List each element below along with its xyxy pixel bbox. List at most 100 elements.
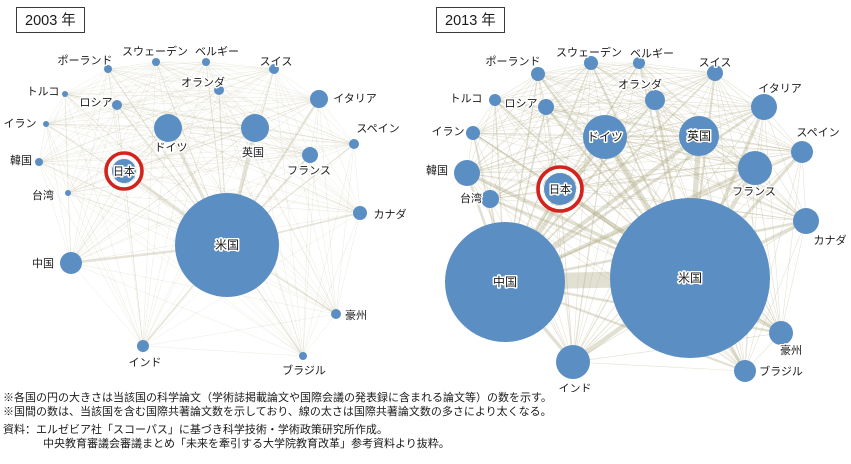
network-edge <box>45 123 169 129</box>
label-russia: ロシア <box>505 98 538 110</box>
node-canada <box>793 208 819 234</box>
network-edge <box>45 123 355 145</box>
network-edge <box>638 62 807 222</box>
network-edge <box>559 72 716 190</box>
network-edge <box>489 99 656 200</box>
label-india: インド <box>559 383 592 392</box>
network-edge <box>273 68 337 315</box>
network-edge <box>45 123 311 156</box>
node-iran <box>466 126 480 140</box>
network-edge <box>353 143 361 214</box>
network-edge <box>107 68 337 315</box>
network-edge <box>309 154 337 315</box>
network-edge <box>537 72 716 75</box>
node-brazil <box>299 352 307 360</box>
label-germany: ドイツ <box>155 142 188 154</box>
network-edge <box>67 61 157 194</box>
network-edge <box>205 61 311 156</box>
network-edge <box>142 61 157 347</box>
network-edge <box>472 73 539 134</box>
network-edge <box>205 61 220 91</box>
network-edge <box>67 104 118 194</box>
panel-title-2003: 2003 年 <box>16 7 85 33</box>
node-germany <box>154 114 182 142</box>
network-edge <box>38 161 361 214</box>
network-edge <box>472 99 656 134</box>
network-edge <box>116 104 144 347</box>
network-edge <box>302 98 320 357</box>
network-edge <box>654 99 803 153</box>
network-edge <box>763 106 782 334</box>
network-edge <box>489 99 496 200</box>
label-iran: イラン <box>432 126 465 138</box>
label-brazil: ブラジル <box>282 363 326 377</box>
network-edge <box>472 132 807 222</box>
network-edge <box>167 127 361 214</box>
network-edge <box>309 154 361 214</box>
network-edge <box>254 127 304 357</box>
network-edge <box>273 68 311 156</box>
node-france <box>738 151 772 185</box>
network-edge <box>38 93 66 163</box>
network-edge <box>67 68 109 194</box>
network-edge <box>38 154 311 163</box>
network-edge <box>155 61 311 156</box>
network-edge <box>205 61 361 214</box>
network-edge <box>167 98 320 129</box>
network-edge <box>70 89 220 264</box>
node-sweden <box>584 56 598 70</box>
network-edge <box>309 98 320 156</box>
network-edge <box>472 132 803 153</box>
node-spain <box>791 141 813 163</box>
network-edge <box>70 127 169 264</box>
network-edge <box>64 61 207 95</box>
network-edge <box>335 212 361 315</box>
highlight-gap-ring <box>107 154 141 188</box>
node-russia <box>112 100 122 110</box>
network-edge <box>70 98 320 264</box>
network-edge <box>302 143 355 357</box>
network-edge <box>155 61 220 91</box>
network-edge <box>70 68 275 264</box>
network-edge <box>142 345 304 357</box>
network-edge <box>123 68 275 172</box>
label-sweden: スウェーデン <box>556 45 622 59</box>
node-belgium <box>202 58 210 66</box>
network-edge <box>273 68 355 145</box>
network-edge <box>494 99 547 108</box>
label-france: フランス <box>732 186 776 198</box>
network-edge <box>472 106 547 134</box>
label-netherlands: オランダ <box>618 77 662 91</box>
network-edge <box>142 313 337 347</box>
network-edge <box>205 61 337 315</box>
network-edge <box>38 161 304 357</box>
network-edge <box>123 170 361 214</box>
network-edge <box>466 99 496 174</box>
label-belgium: ベルギー <box>195 45 239 58</box>
network-edge <box>155 61 256 129</box>
network-edge <box>318 98 337 315</box>
network-edge <box>559 135 700 190</box>
network-edge <box>466 167 756 174</box>
network-edge <box>205 61 275 70</box>
network-edge <box>38 161 144 347</box>
network-edge <box>155 61 337 315</box>
network-edge <box>45 61 207 125</box>
network-edge <box>494 62 592 101</box>
network-edge <box>472 62 592 134</box>
note-edge-thickness: ※国間の数は、当該国を含む国際共著論文数を示しており、線の太さは国際共著論文数の… <box>3 405 552 418</box>
network-edge <box>64 68 275 95</box>
network-edge <box>273 68 320 100</box>
label-korea: 韓国 <box>426 164 448 177</box>
network-edge <box>218 89 355 145</box>
network-edge <box>466 172 807 222</box>
network-edge <box>116 104 256 129</box>
network-edge <box>537 73 803 153</box>
node-uk <box>241 114 269 142</box>
network-edge <box>545 106 756 169</box>
network-edge <box>466 135 700 174</box>
node-canada <box>353 206 367 220</box>
network-edge <box>167 127 311 156</box>
label-canada: カナダ <box>814 233 847 247</box>
